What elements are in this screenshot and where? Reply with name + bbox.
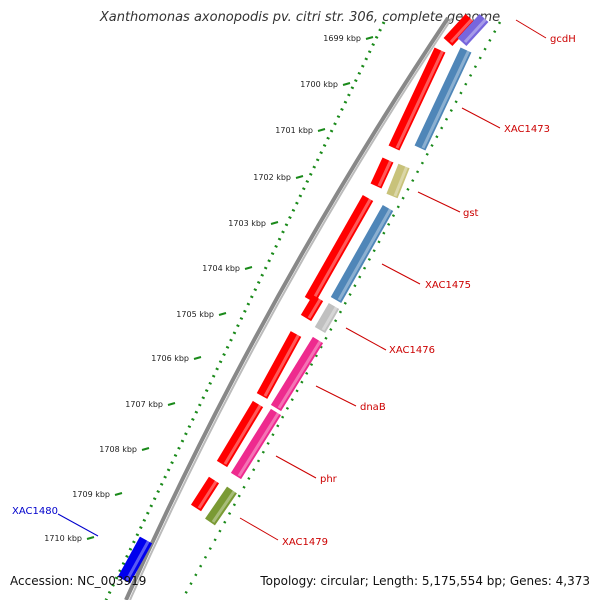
leader-line — [461, 107, 501, 129]
cds-arrow-red — [304, 195, 374, 303]
kbp-ticks: 1699 kbp 1700 kbp 1701 kbp 1702 kbp 1703 kbp… — [44, 34, 374, 543]
leader-line — [239, 517, 279, 541]
gene-block — [205, 486, 237, 526]
leader-line — [345, 327, 387, 351]
leader-line — [57, 513, 99, 537]
gene-label[interactable]: XAC1476 — [389, 345, 435, 356]
gene-block — [314, 302, 340, 334]
gene-label[interactable]: XAC1479 — [282, 537, 328, 548]
gene-label[interactable]: XAC1480 — [12, 506, 58, 517]
kbp-tick — [317, 128, 326, 132]
leader-line — [275, 455, 317, 479]
gene-block — [230, 408, 282, 480]
cds-arrow-red — [443, 13, 475, 47]
cds-arrow-red — [370, 157, 394, 189]
leader-line — [417, 191, 461, 213]
gene-block — [414, 47, 472, 151]
kbp-label: 1709 kbp — [72, 490, 110, 499]
kbp-tick — [167, 402, 176, 406]
cds-arrow-red — [216, 400, 264, 468]
kbp-tick — [141, 447, 150, 451]
kbp-tick — [114, 492, 123, 496]
kbp-tick — [342, 82, 351, 86]
kbp-tick — [218, 312, 227, 316]
kbp-tick — [295, 175, 304, 179]
topology-text: Topology: circular; Length: 5,175,554 bp… — [260, 574, 590, 588]
leader-line — [515, 19, 547, 39]
cds-arrow-red — [256, 331, 302, 399]
gene-label[interactable]: dnaB — [360, 402, 386, 413]
kbp-label: 1707 kbp — [125, 400, 163, 409]
gene-label[interactable]: gcdH — [550, 34, 576, 45]
gene-block — [386, 163, 410, 199]
kbp-label: 1708 kbp — [99, 445, 137, 454]
gc-track-outer — [104, 21, 386, 600]
backbone-arc — [124, 16, 450, 600]
kbp-tick — [270, 221, 279, 225]
accession-text: Accession: NC_003919 — [10, 574, 147, 588]
kbp-tick — [193, 356, 202, 360]
kbp-label: 1705 kbp — [176, 310, 214, 319]
map-title: Xanthomonas axonopodis pv. citri str. 30… — [99, 10, 501, 25]
leader-line — [381, 263, 421, 285]
gene-label[interactable]: XAC1475 — [425, 280, 471, 291]
cds-arrow-red — [190, 476, 220, 512]
leader-line — [315, 385, 357, 407]
cds-arrow-red — [388, 47, 446, 151]
kbp-label: 1710 kbp — [44, 534, 82, 543]
kbp-label: 1699 kbp — [323, 34, 361, 43]
kbp-label: 1703 kbp — [228, 219, 266, 228]
backbone-arc-shadow — [129, 17, 453, 600]
gene-label[interactable]: XAC1473 — [504, 124, 550, 135]
kbp-tick — [86, 536, 95, 540]
gene-block — [457, 13, 489, 47]
gene-leaders: gcdH XAC1473 gst XAC1475 XAC1476 dnaB phr XAC14… — [12, 19, 576, 548]
kbp-label: 1702 kbp — [253, 173, 291, 182]
kbp-label: 1704 kbp — [202, 264, 240, 273]
kbp-tick — [244, 266, 253, 270]
gene-block — [330, 205, 394, 303]
kbp-tick — [365, 36, 374, 40]
kbp-label: 1701 kbp — [275, 126, 313, 135]
kbp-label: 1700 kbp — [300, 80, 338, 89]
gene-label[interactable]: gst — [463, 208, 479, 219]
kbp-label: 1706 kbp — [151, 354, 189, 363]
gene-block — [270, 336, 324, 412]
gene-block-blue — [117, 536, 153, 584]
gene-label[interactable]: phr — [320, 474, 338, 485]
cds-arrow-red — [300, 294, 324, 322]
gene-features — [117, 13, 489, 584]
